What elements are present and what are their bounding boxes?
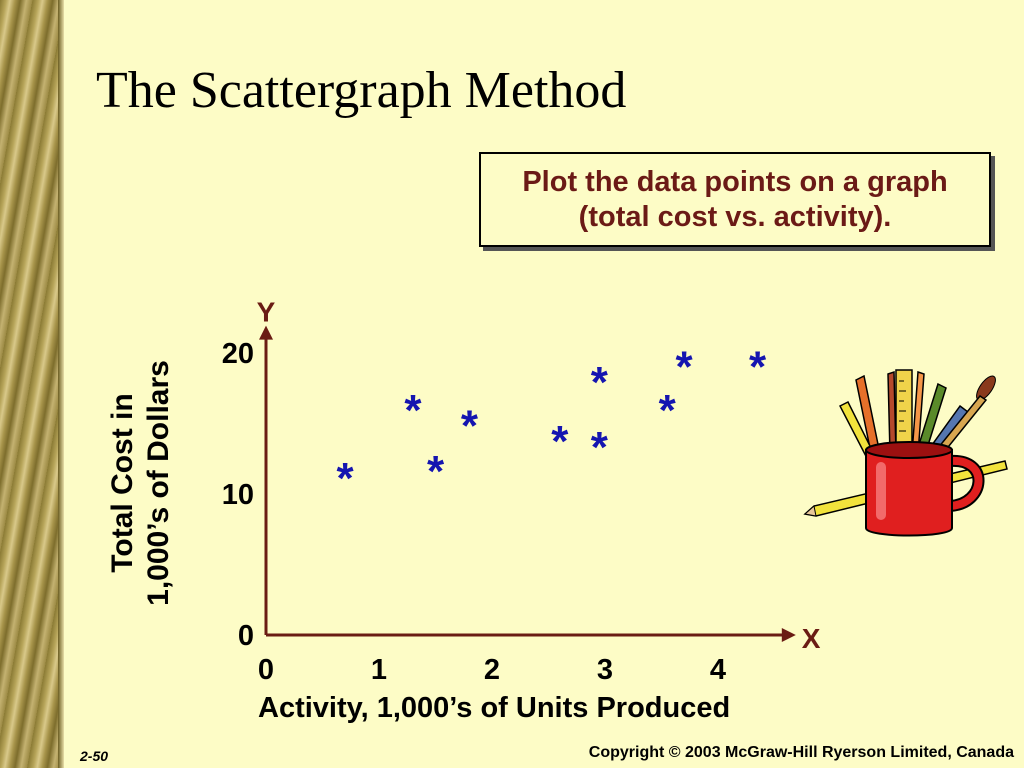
decorative-sidebar xyxy=(0,0,58,768)
x-tick-label: 0 xyxy=(258,654,274,686)
x-tick-label: 2 xyxy=(484,654,500,686)
copyright-notice: Copyright © 2003 McGraw-Hill Ryerson Lim… xyxy=(588,744,1014,761)
data-point-marker: * xyxy=(591,358,609,407)
data-point-marker: * xyxy=(551,417,569,466)
y-axis-letter: Y xyxy=(257,297,276,328)
slide-title: The Scattergraph Method xyxy=(96,62,627,119)
data-point-marker: * xyxy=(461,402,479,451)
x-tick-labels: 0 1 2 3 4 xyxy=(258,654,726,686)
x-axis-letter: X xyxy=(802,623,821,654)
x-axis-title: Activity, 1,000’s of Units Produced xyxy=(258,692,731,724)
y-tick-label: 0 xyxy=(238,620,254,652)
data-point-marker: * xyxy=(404,386,422,435)
x-axis-arrowhead xyxy=(781,628,796,642)
data-points: **** ***** * xyxy=(337,342,767,502)
sidebar-edge xyxy=(58,0,64,768)
x-tick-label: 1 xyxy=(371,654,387,686)
y-tick-label: 20 xyxy=(222,338,254,370)
y-tick-labels: 0 10 20 xyxy=(222,338,254,652)
data-point-marker: * xyxy=(591,423,609,472)
y-tick-label: 10 xyxy=(222,479,254,511)
data-point-marker: * xyxy=(659,386,677,435)
callout-text: Plot the data points on a graph (total c… xyxy=(522,165,948,233)
slide-number: 2-50 xyxy=(80,748,109,764)
x-tick-label: 4 xyxy=(710,654,726,686)
y-axis-title-line-2: 1,000’s of Dollars xyxy=(142,360,175,606)
y-axis-arrowhead xyxy=(259,325,273,340)
pencil-cup-clipart xyxy=(803,369,1008,537)
data-point-marker: * xyxy=(337,454,355,503)
data-point-marker: * xyxy=(749,342,767,391)
data-point-marker: * xyxy=(676,342,694,391)
x-tick-label: 3 xyxy=(597,654,613,686)
y-axis-title-line-1: Total Cost in xyxy=(106,393,139,573)
y-axis-title: Total Cost in 1,000’s of Dollars xyxy=(105,333,177,633)
data-point-marker: * xyxy=(427,447,445,496)
instruction-callout: Plot the data points on a graph (total c… xyxy=(479,152,991,247)
